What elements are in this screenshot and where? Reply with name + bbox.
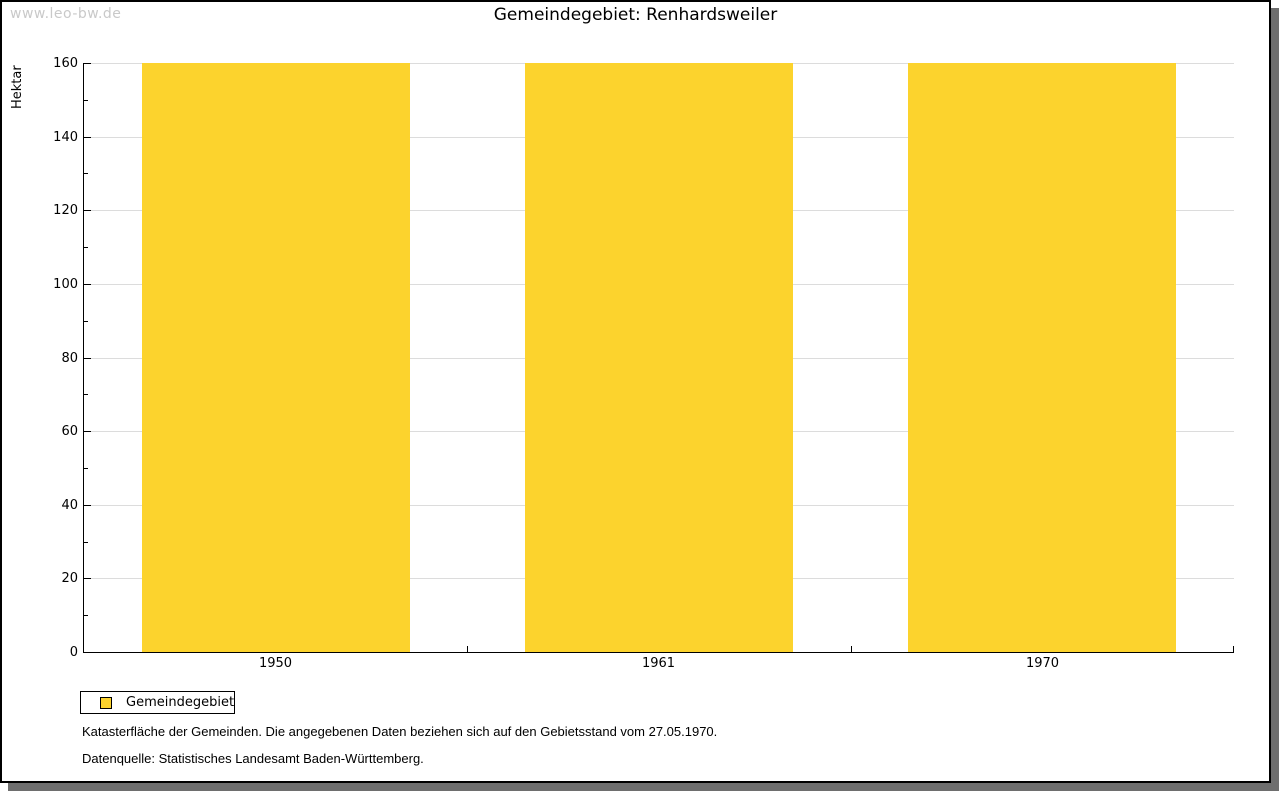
y-tick-label-80: 80 <box>61 351 78 366</box>
bar-1961 <box>525 63 793 652</box>
y-tick-label-20: 20 <box>61 571 78 586</box>
y-minor-tick-130 <box>84 173 88 174</box>
watermark: www.leo-bw.de <box>10 6 122 22</box>
chart-title: Gemeindegebiet: Renhardsweiler <box>493 5 778 25</box>
bar-1950 <box>142 63 410 652</box>
y-minor-tick-30 <box>84 542 88 543</box>
legend: Gemeindegebiet <box>80 691 235 714</box>
y-minor-tick-10 <box>84 615 88 616</box>
y-major-tick-140 <box>84 137 91 138</box>
x-boundary-tick-1 <box>467 646 468 652</box>
x-tick-label-1950: 1950 <box>258 656 293 671</box>
y-tick-label-60: 60 <box>61 424 78 439</box>
footnote-source-note: Katasterfläche der Gemeinden. Die angege… <box>82 724 718 739</box>
y-tick-label-120: 120 <box>53 203 78 218</box>
plot-area: 0 20 40 60 80 100 120 140 160 1950 1961 1970 <box>53 56 1234 671</box>
y-tick-label-160: 160 <box>53 56 78 71</box>
y-minor-tick-50 <box>84 468 88 469</box>
x-tick-label-1970: 1970 <box>1025 656 1060 671</box>
y-tick-label-100: 100 <box>53 277 78 292</box>
bar-1970 <box>908 63 1176 652</box>
y-major-tick-100 <box>84 284 91 285</box>
legend-label: Gemeindegebiet <box>126 695 235 710</box>
footnote-data-source: Datenquelle: Statistisches Landesamt Bad… <box>82 751 424 766</box>
y-tick-label-40: 40 <box>61 498 78 513</box>
y-minor-tick-150 <box>84 100 88 101</box>
y-major-tick-80 <box>84 358 91 359</box>
y-major-tick-40 <box>84 505 91 506</box>
y-axis-label: Hektar <box>10 65 25 109</box>
y-tick-label-140: 140 <box>53 130 78 145</box>
y-minor-tick-110 <box>84 247 88 248</box>
y-major-tick-120 <box>84 210 91 211</box>
legend-swatch-icon <box>100 696 112 709</box>
y-minor-tick-90 <box>84 321 88 322</box>
y-major-tick-20 <box>84 578 91 579</box>
y-major-tick-60 <box>84 431 91 432</box>
y-major-tick-160 <box>84 63 91 64</box>
y-tick-label-0: 0 <box>69 645 78 660</box>
x-boundary-tick-2 <box>851 646 852 652</box>
x-tick-label-1961: 1961 <box>641 656 676 671</box>
y-minor-tick-70 <box>84 394 88 395</box>
x-end-tick <box>1233 646 1234 652</box>
